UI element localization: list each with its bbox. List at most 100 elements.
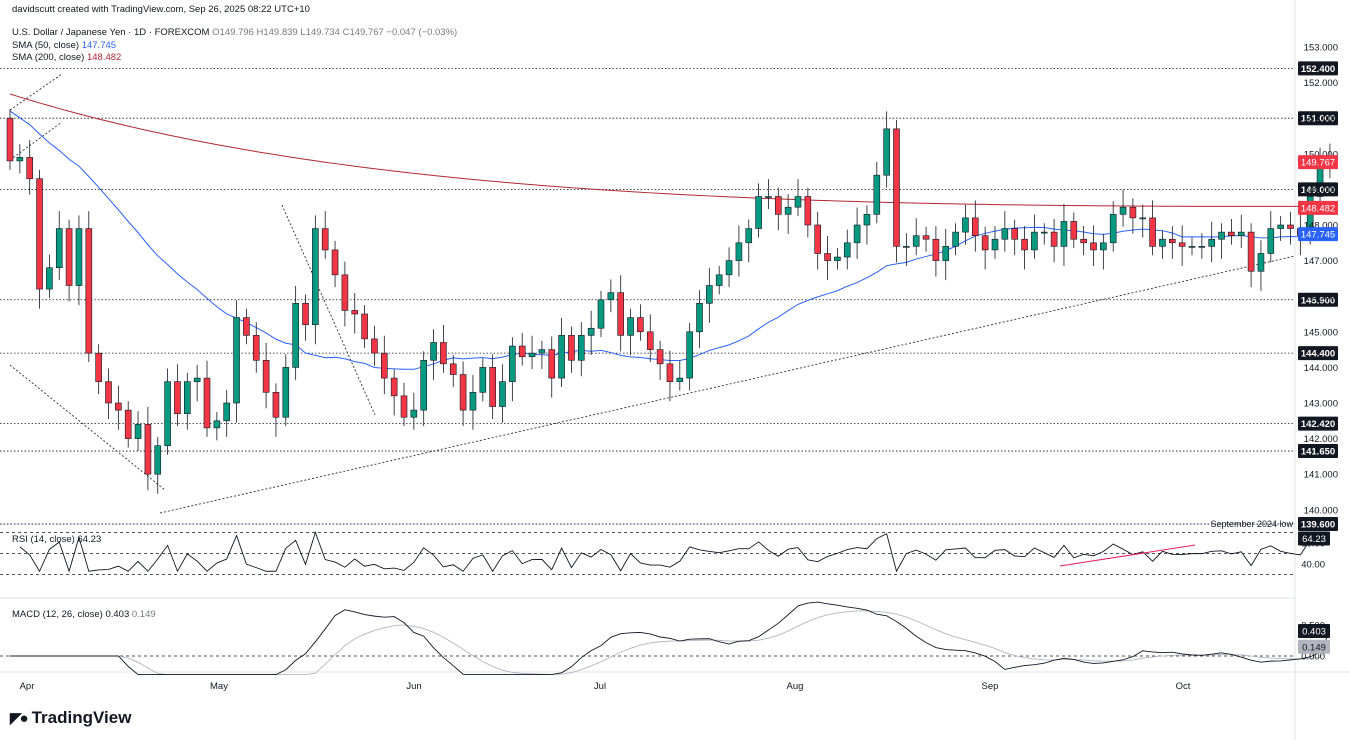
- sma200-legend[interactable]: SMA (200, close) 148.482: [12, 52, 122, 63]
- candle-down: [1011, 228, 1019, 240]
- candle-up: [587, 327, 595, 336]
- candle-up: [1100, 242, 1107, 251]
- candle-up: [883, 128, 890, 176]
- candle-up: [706, 285, 713, 304]
- candle-down: [361, 313, 368, 340]
- candle-down: [262, 359, 270, 393]
- price-tick: 148.000: [1304, 221, 1338, 232]
- candle-down: [646, 331, 654, 350]
- candle-down: [971, 217, 979, 236]
- candle-up: [410, 409, 418, 418]
- candle-down: [548, 349, 556, 379]
- candle-down: [302, 303, 309, 325]
- candle-up: [903, 246, 910, 248]
- macd-legend[interactable]: MACD (12, 26, close) 0.403 0.149: [12, 609, 156, 620]
- price-tick: 153.000: [1304, 43, 1338, 54]
- sma-50-path: [9, 110, 1331, 370]
- candle-up: [1031, 231, 1038, 251]
- trendline-down: [9, 364, 166, 491]
- candle-down: [1228, 231, 1235, 236]
- price-tick: 151.000: [1304, 114, 1338, 125]
- candle-down: [95, 352, 102, 382]
- candle-up: [627, 317, 634, 336]
- candle-up: [1208, 238, 1215, 247]
- credit-line: davidscutt created with TradingView.com,…: [12, 4, 310, 15]
- candle-down: [1021, 238, 1028, 251]
- candle-down: [400, 395, 408, 418]
- price-axis[interactable]: 152.400 151.000 149.000 145.900 144.400 142.4…: [1298, 43, 1338, 663]
- macd-line: [10, 601, 1331, 676]
- candle-down: [243, 317, 250, 336]
- candle-down: [1169, 238, 1176, 244]
- time-tick: May: [210, 681, 228, 692]
- candle-up: [213, 420, 221, 429]
- candle-down: [568, 335, 575, 361]
- price-tick: 143.000: [1304, 399, 1338, 410]
- macd-badge-label: 0.403: [1302, 627, 1326, 638]
- candle-down: [144, 424, 152, 475]
- candle-down: [36, 178, 43, 290]
- candle-up: [942, 246, 950, 261]
- candle-up: [538, 349, 546, 354]
- level-label: 151.000: [1301, 114, 1335, 125]
- level-badge: [1298, 346, 1338, 361]
- level-badge: [1298, 444, 1338, 459]
- candle-down: [824, 253, 831, 261]
- candle-down: [351, 310, 359, 315]
- candle-up: [16, 157, 24, 162]
- candle-up: [843, 242, 851, 258]
- candle-up: [794, 196, 802, 208]
- candle-down: [331, 249, 339, 276]
- candle-up: [597, 299, 605, 329]
- time-tick: Jun: [406, 681, 421, 692]
- symbol-name[interactable]: U.S. Dollar / Japanese Yen · 1D · FOREXC…: [12, 27, 210, 38]
- sma50-legend[interactable]: SMA (50, close) 147.745: [12, 40, 117, 51]
- candle-up: [134, 424, 142, 439]
- candle-up: [676, 377, 684, 382]
- level-badge: [1298, 292, 1338, 307]
- candle-up: [312, 228, 319, 325]
- candle-up: [1060, 221, 1068, 247]
- horizontal-levels: September 2024 low: [0, 67, 1295, 529]
- price-tick: 150.000: [1304, 149, 1338, 160]
- candle-down: [1129, 206, 1137, 219]
- candle-up: [1257, 253, 1265, 272]
- level-badge: [1298, 61, 1338, 76]
- candle-up: [1040, 231, 1048, 234]
- signal-badge-label: 0.149: [1302, 642, 1326, 653]
- level-badge: [1298, 111, 1338, 126]
- candle-down: [105, 381, 112, 404]
- candle-down: [1178, 242, 1186, 247]
- candle-up: [193, 377, 201, 382]
- annotation-label: September 2024 low: [1210, 519, 1293, 529]
- rsi-badge-label: 64.23: [1302, 534, 1326, 545]
- price-tick: 140.000: [1304, 505, 1338, 516]
- candle-up: [686, 331, 693, 379]
- price-tick: 145.000: [1304, 327, 1338, 338]
- rsi-legend[interactable]: RSI (14, close) 64.23: [12, 534, 102, 545]
- candle-down: [893, 128, 900, 247]
- candle-up: [1218, 231, 1225, 240]
- candle-up: [75, 228, 83, 286]
- candle-up: [1109, 214, 1117, 244]
- time-axis[interactable]: Apr May Jun Jul Aug Sep Oct: [20, 681, 1191, 692]
- candle-up: [1237, 231, 1245, 236]
- candle-down: [774, 196, 782, 215]
- candle-down: [115, 402, 122, 411]
- macd-pane: [0, 601, 1331, 676]
- candle-up: [834, 256, 841, 261]
- candle-up: [499, 381, 506, 407]
- candle-up: [853, 224, 861, 244]
- candle-up: [725, 260, 733, 276]
- candle-up: [55, 228, 63, 269]
- candle-down: [341, 274, 349, 311]
- tradingview-logo[interactable]: ◤● TradingView: [10, 708, 131, 728]
- ohlc-values: O149.796 H149.839 L149.734 C149.767 −0.0…: [212, 27, 458, 38]
- candle-down: [981, 235, 989, 251]
- level-label: 149.000: [1301, 185, 1335, 196]
- price-tick: 149.000: [1304, 185, 1338, 196]
- candle-up: [558, 335, 565, 379]
- price-tick: 142.000: [1304, 434, 1338, 445]
